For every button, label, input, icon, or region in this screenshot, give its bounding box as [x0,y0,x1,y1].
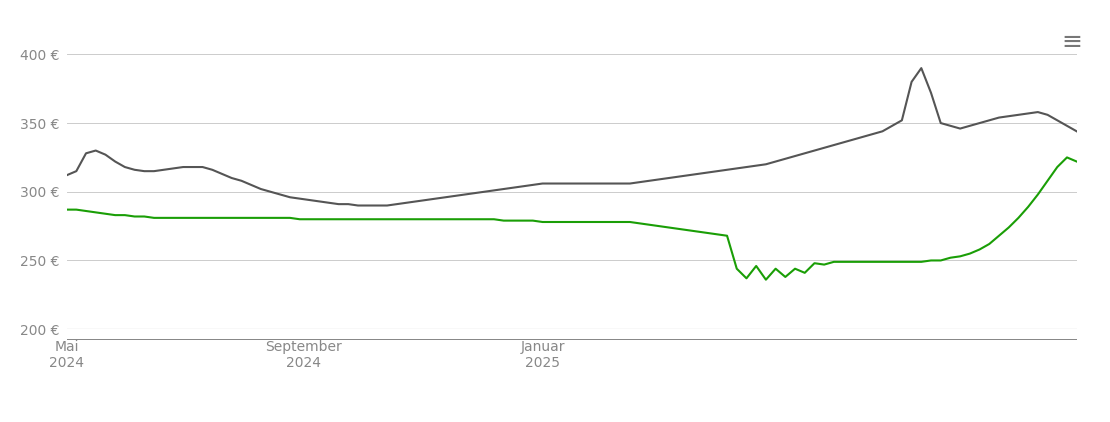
Text: ≡: ≡ [1061,30,1082,54]
